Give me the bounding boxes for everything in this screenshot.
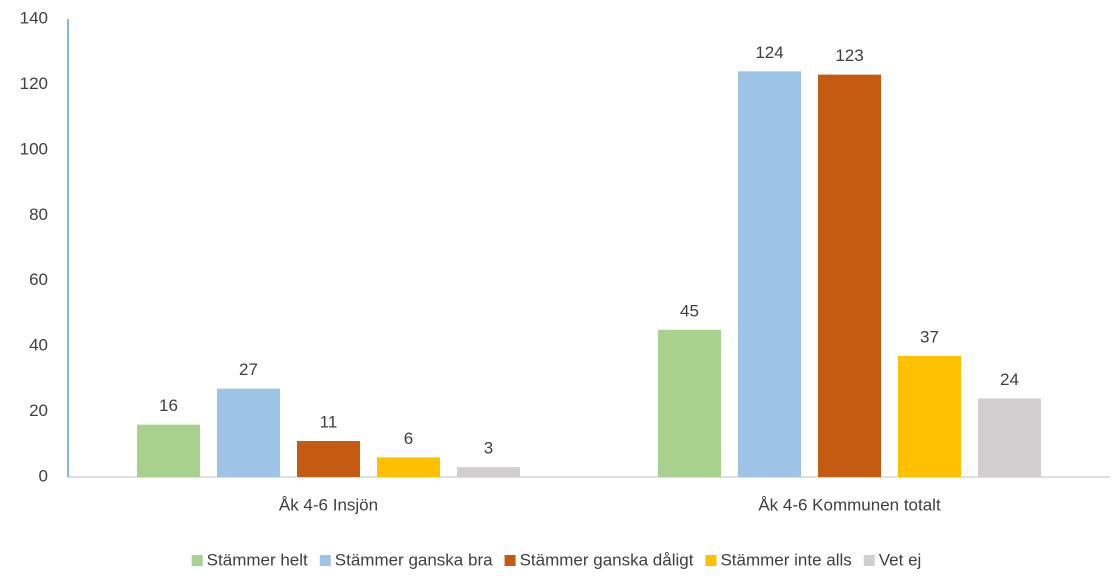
data-label: 16 bbox=[159, 396, 178, 415]
legend-swatch bbox=[191, 555, 203, 566]
y-tick-label: 120 bbox=[20, 74, 48, 93]
data-label: 123 bbox=[835, 46, 863, 65]
y-tick-label: 60 bbox=[29, 270, 48, 289]
data-label: 45 bbox=[680, 301, 699, 320]
legend-swatch bbox=[705, 555, 717, 566]
data-label: 37 bbox=[920, 327, 939, 346]
y-tick-label: 100 bbox=[20, 139, 48, 158]
legend-swatch bbox=[319, 555, 331, 566]
data-label: 124 bbox=[755, 43, 783, 62]
legend-label: Stämmer ganska bra bbox=[335, 550, 493, 569]
bar bbox=[658, 329, 721, 477]
bar bbox=[457, 467, 520, 477]
x-tick-label: Åk 4-6 Insjön bbox=[279, 495, 378, 514]
bar bbox=[738, 71, 801, 477]
bar bbox=[377, 457, 440, 477]
legend-swatch bbox=[863, 555, 875, 566]
legend-label: Stämmer inte alls bbox=[720, 550, 851, 569]
data-label: 6 bbox=[404, 429, 413, 448]
legend-swatch bbox=[504, 555, 516, 566]
legend-label: Stämmer ganska dåligt bbox=[520, 550, 694, 569]
bar bbox=[898, 355, 961, 477]
bar bbox=[137, 424, 200, 477]
y-tick-label: 40 bbox=[29, 336, 48, 355]
y-tick-label: 0 bbox=[39, 466, 48, 485]
data-label: 11 bbox=[320, 412, 338, 431]
data-label: 27 bbox=[239, 360, 258, 379]
bar bbox=[818, 74, 881, 477]
y-tick-label: 140 bbox=[20, 8, 48, 27]
bar bbox=[978, 398, 1041, 477]
y-tick-label: 20 bbox=[29, 401, 48, 420]
data-label: 3 bbox=[484, 439, 493, 458]
data-label: 24 bbox=[1000, 370, 1019, 389]
bar bbox=[297, 441, 360, 477]
x-tick-label: Åk 4-6 Kommunen totalt bbox=[758, 495, 941, 514]
legend-label: Vet ej bbox=[879, 550, 922, 569]
y-tick-label: 80 bbox=[29, 205, 48, 224]
bar bbox=[217, 388, 280, 477]
legend-label: Stämmer helt bbox=[207, 550, 308, 569]
